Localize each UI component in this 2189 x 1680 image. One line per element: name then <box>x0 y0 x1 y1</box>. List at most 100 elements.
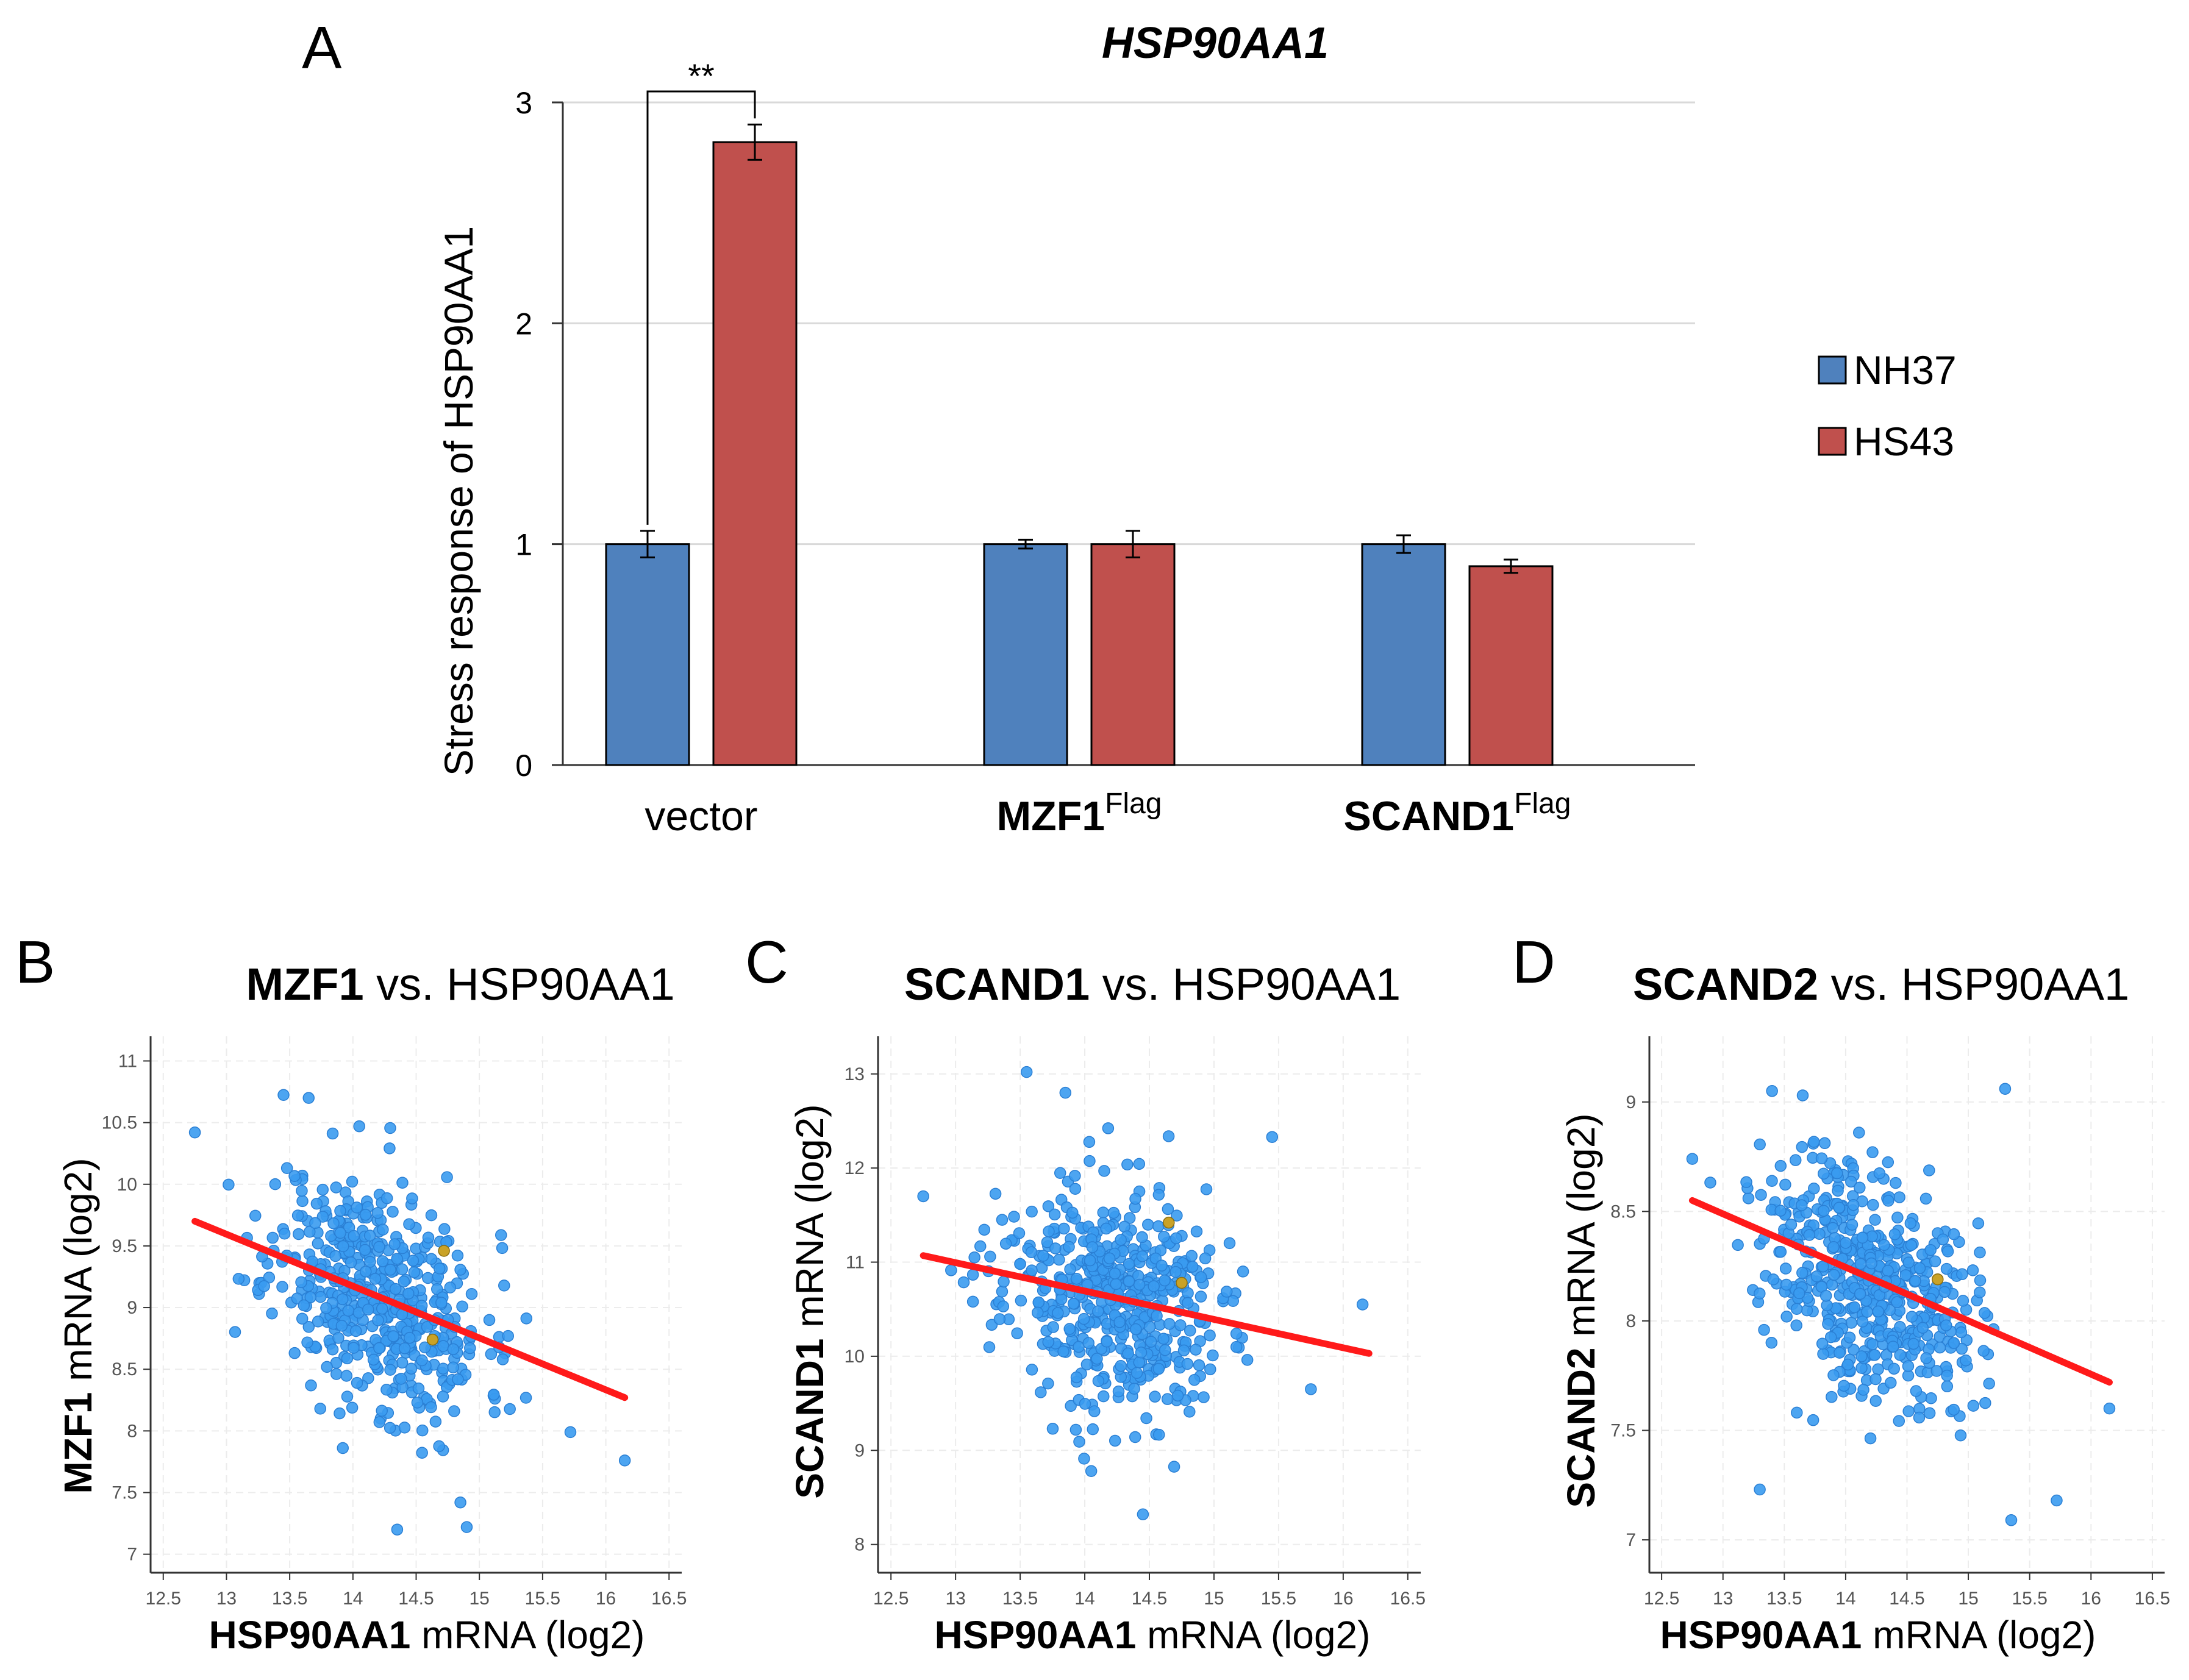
scatter-point <box>312 1237 324 1250</box>
x-tick-label: 14 <box>1074 1589 1094 1609</box>
scatter-point <box>1184 1406 1196 1418</box>
scatter-point <box>1819 1289 1832 1302</box>
scatter-point <box>1082 1337 1094 1349</box>
scatter-point <box>1855 1362 1868 1374</box>
scatter-point <box>1796 1141 1809 1153</box>
scatter-point <box>1079 1398 1091 1410</box>
scatter-point <box>1902 1360 1915 1372</box>
x-tick-label: 13.5 <box>272 1589 307 1609</box>
scatter-point <box>1779 1262 1792 1275</box>
scatter-point <box>985 1319 998 1331</box>
scatter-point <box>384 1122 396 1134</box>
category-main: MZF1 <box>997 793 1105 839</box>
scatter-point <box>520 1312 533 1325</box>
scatter-point <box>1092 1375 1105 1387</box>
scatter-point <box>1140 1412 1152 1425</box>
scatter-point <box>1791 1406 1803 1419</box>
scatter-point <box>1824 1331 1837 1344</box>
bar-nh37-1 <box>983 543 1068 766</box>
scatter-point <box>1041 1236 1054 1248</box>
scatter-point <box>376 1255 389 1267</box>
bar-hs43-2 <box>1468 565 1554 766</box>
scatter-point <box>1159 1344 1171 1356</box>
scatter-point <box>1085 1465 1098 1478</box>
scatter-point <box>1856 1315 1869 1328</box>
scatter-point <box>337 1442 349 1454</box>
scatter-point <box>917 1190 929 1203</box>
scatter-point <box>1808 1183 1820 1195</box>
scatter-point <box>340 1370 353 1382</box>
scatter-point <box>359 1244 371 1256</box>
scatter-point <box>1184 1325 1196 1337</box>
scatter-point <box>1103 1252 1116 1265</box>
scatter-point <box>520 1392 532 1404</box>
panel-d: D SCAND2 vs. HSP90AA1 HSP90AA1 mRNA (log… <box>1512 928 2170 1657</box>
scatter-point <box>1857 1384 1869 1396</box>
scatter-point <box>372 1314 384 1326</box>
scatter-point <box>1066 1206 1079 1219</box>
scatter-point <box>1796 1089 1809 1102</box>
scatter-point <box>346 1401 359 1414</box>
scatter-point <box>1704 1176 1716 1189</box>
scatter-point <box>1070 1371 1083 1384</box>
scatter-point <box>1742 1192 1755 1205</box>
scatter-point <box>1152 1220 1165 1233</box>
chart-a-yaxis: 0 1 2 3 <box>515 86 563 783</box>
scatter-point <box>1042 1377 1054 1390</box>
scatter-point <box>1780 1278 1793 1291</box>
chart-b-xlabel-gene: HSP90AA1 <box>209 1613 411 1657</box>
scatter-point <box>2103 1402 2116 1415</box>
scatter-point <box>258 1280 270 1292</box>
chart-b-xlabel-rest: mRNA (log2) <box>410 1613 645 1657</box>
scatter-point <box>330 1368 343 1380</box>
scatter-point <box>1053 1253 1065 1266</box>
y-tick-label: 9.5 <box>112 1236 137 1256</box>
scatter-point <box>1907 1337 1919 1350</box>
scatter-point <box>1130 1367 1143 1379</box>
scatter-point <box>1084 1254 1096 1267</box>
scatter-point <box>1832 1184 1844 1197</box>
scatter-point <box>456 1300 468 1313</box>
chart-c-xlabel: HSP90AA1 mRNA (log2) <box>935 1613 1371 1657</box>
panel-label-c: C <box>745 928 788 995</box>
scatter-point <box>502 1329 515 1342</box>
scatter-point <box>1032 1306 1044 1319</box>
scatter-point <box>384 1142 396 1155</box>
scatter-point <box>1230 1328 1243 1340</box>
scatter-point <box>310 1197 323 1210</box>
scatter-point <box>1817 1348 1829 1360</box>
scatter-point <box>1924 1244 1937 1256</box>
scatter-point <box>1190 1344 1202 1356</box>
scatter-point <box>373 1416 386 1428</box>
bar-nh37-2 <box>1361 543 1446 766</box>
scatter-point <box>429 1415 442 1428</box>
scatter-point <box>1070 1272 1083 1285</box>
scatter-point <box>330 1181 342 1194</box>
panel-a: A HSP90AA1 Stress response of HSP90AA1 0… <box>302 14 1957 839</box>
scatter-point <box>1827 1241 1840 1253</box>
scatter-point <box>406 1192 418 1205</box>
scatter-point <box>346 1175 359 1188</box>
scatter-point <box>421 1321 434 1333</box>
chart-d-ylabel: SCAND2 mRNA (log2) <box>1559 1113 1603 1507</box>
scatter-point <box>1686 1153 1699 1165</box>
chart-c-xlabel-rest: mRNA (log2) <box>1136 1613 1370 1657</box>
scatter-point <box>1888 1228 1901 1240</box>
scatter-point <box>1091 1353 1103 1365</box>
y-tick-label: 7 <box>1626 1530 1636 1550</box>
scatter-point <box>454 1264 466 1276</box>
scatter-point <box>1049 1242 1062 1255</box>
scatter-point <box>396 1263 409 1276</box>
scatter-point <box>438 1223 451 1235</box>
scatter-point <box>1774 1245 1787 1258</box>
y-tick-label: 10 <box>845 1347 865 1367</box>
scatter-point <box>373 1240 385 1253</box>
scatter-point <box>349 1325 362 1337</box>
scatter-point <box>435 1297 448 1309</box>
scatter-point <box>1767 1273 1780 1286</box>
scatter-point <box>1826 1278 1838 1291</box>
scatter-point <box>1123 1275 1135 1287</box>
scatter-point <box>431 1283 443 1295</box>
scatter-point <box>360 1265 372 1278</box>
bar-nh37-0 <box>605 543 690 766</box>
